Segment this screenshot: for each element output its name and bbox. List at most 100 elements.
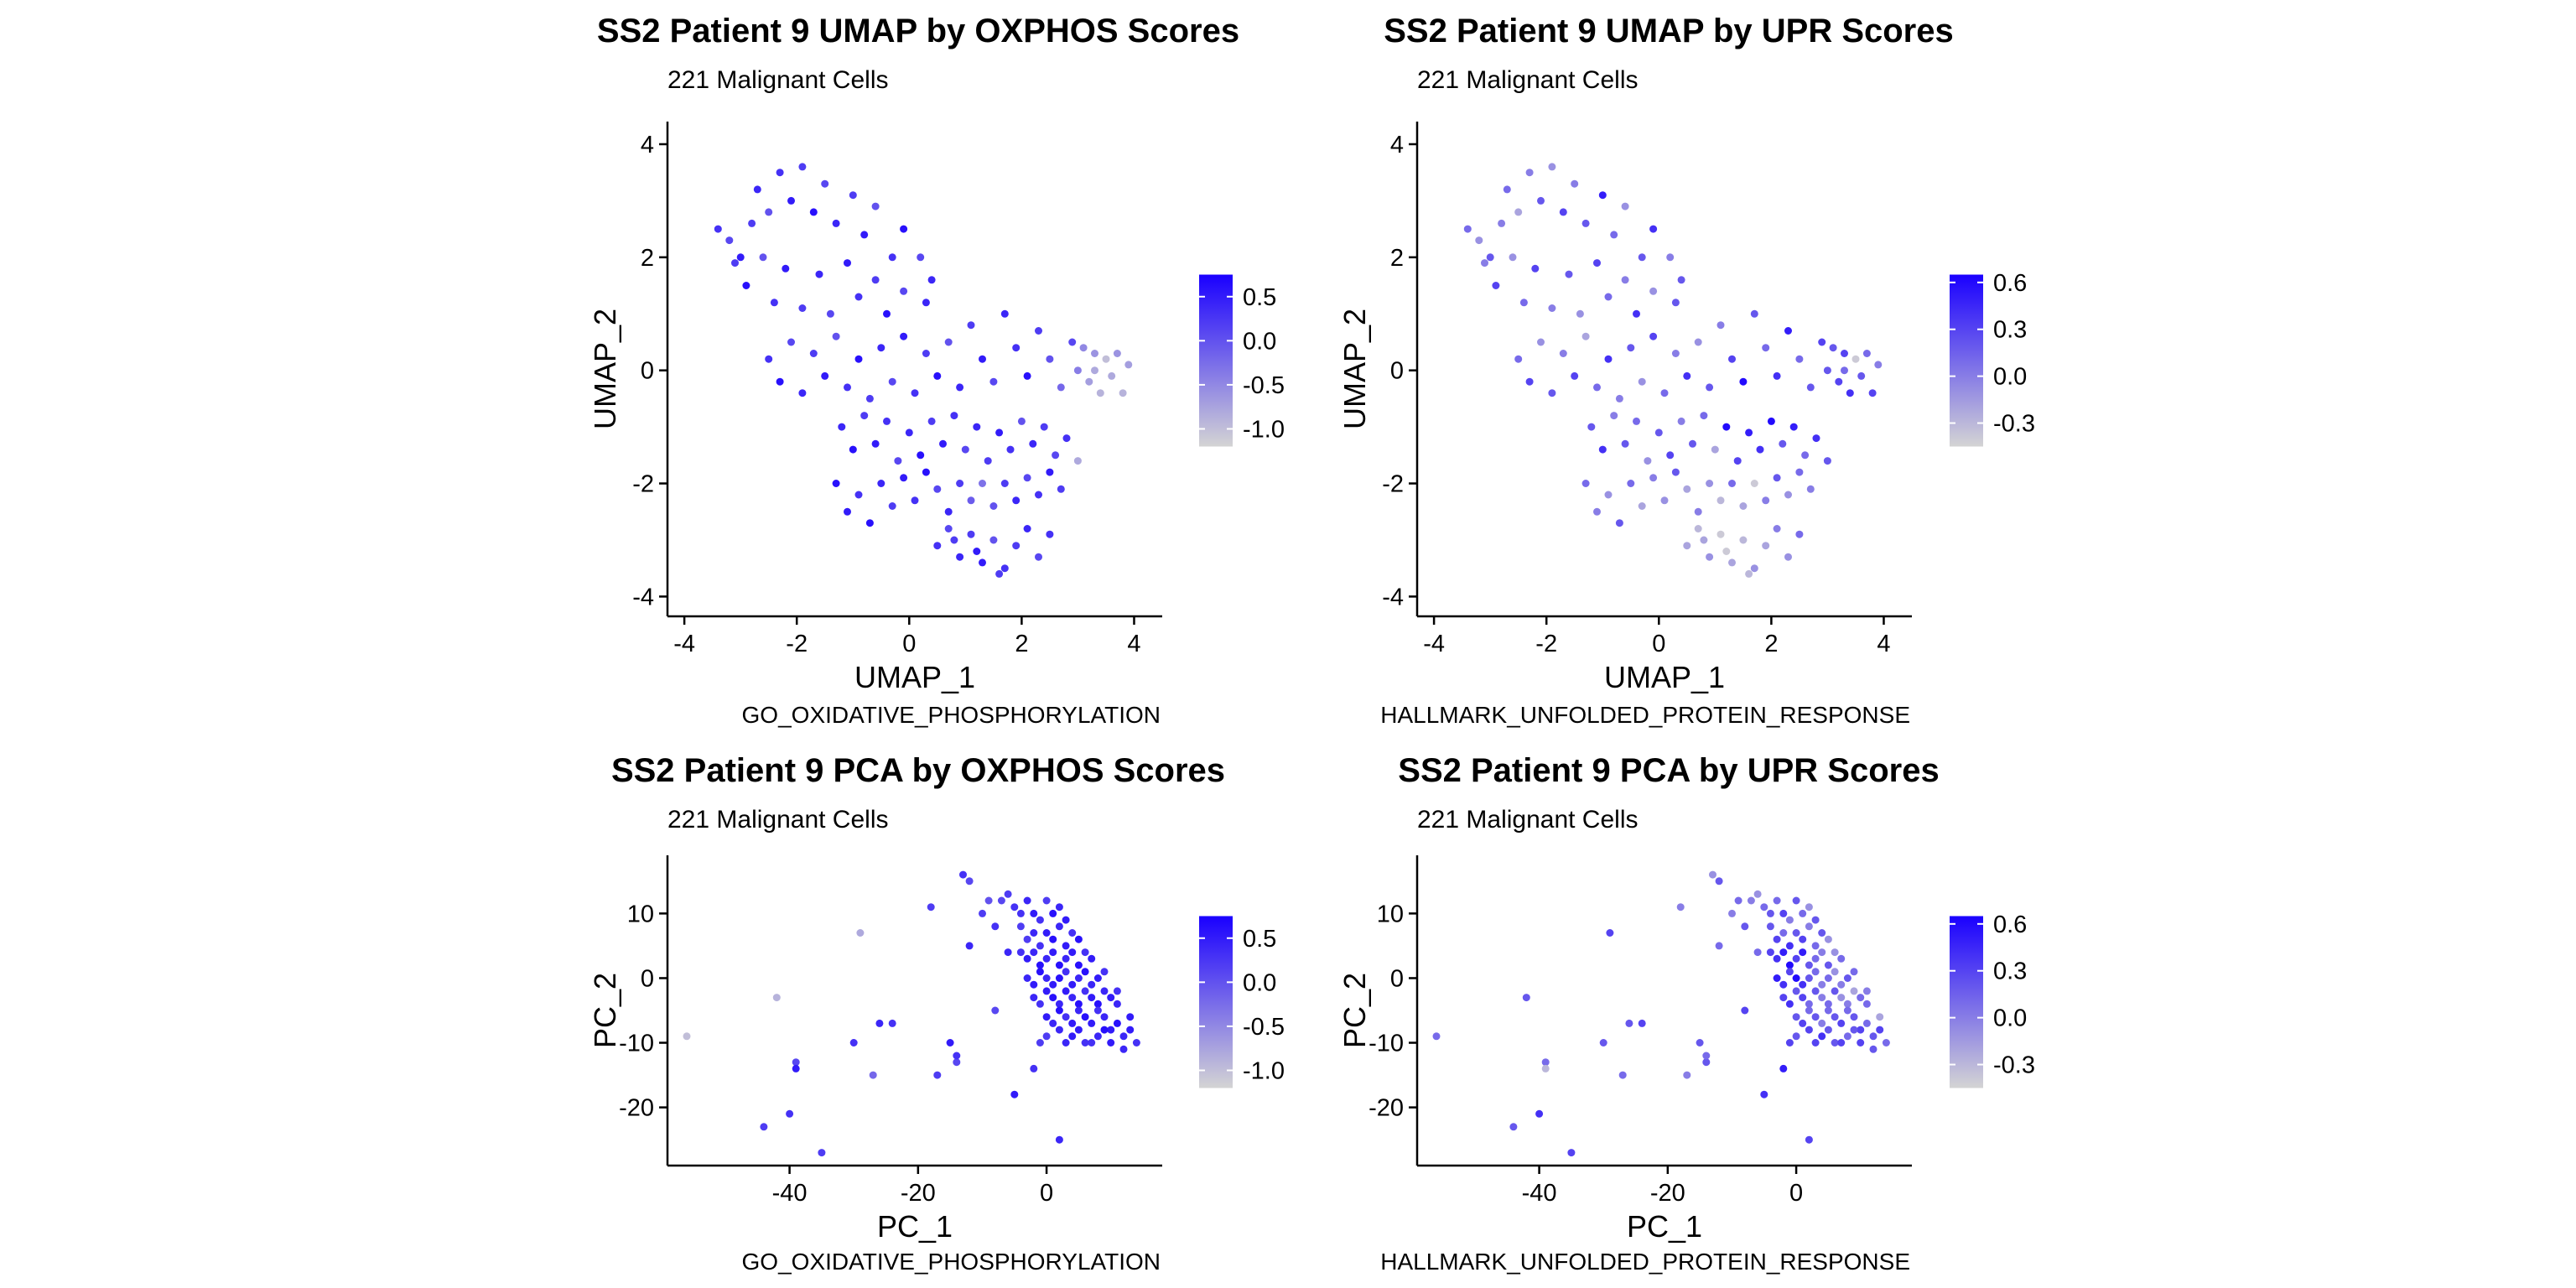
data-point xyxy=(1057,383,1065,392)
data-point xyxy=(1068,929,1077,937)
data-point xyxy=(838,423,846,431)
data-point xyxy=(1081,948,1089,957)
data-point xyxy=(1811,954,1820,963)
data-point xyxy=(1811,968,1820,976)
data-point xyxy=(1108,371,1116,380)
colorbar xyxy=(1950,916,1983,1088)
data-point xyxy=(1081,968,1089,976)
data-point xyxy=(1862,350,1871,357)
data-point xyxy=(1036,1000,1044,1008)
data-point xyxy=(944,338,953,346)
data-point xyxy=(1088,954,1096,963)
data-point xyxy=(933,542,942,550)
data-point xyxy=(1567,1149,1576,1157)
data-point xyxy=(1799,1019,1807,1027)
data-point xyxy=(989,502,998,510)
data-point xyxy=(1753,890,1762,898)
data-point xyxy=(1581,219,1590,227)
colorbar-label: -0.5 xyxy=(1243,1014,1285,1041)
data-point xyxy=(1779,948,1788,957)
y-tick-label: 10 xyxy=(1377,901,1404,927)
data-point xyxy=(1779,909,1788,917)
data-point xyxy=(1068,948,1077,957)
data-point xyxy=(1750,480,1758,487)
colorbar-label: -0.3 xyxy=(1993,411,2035,438)
data-point xyxy=(786,1109,794,1118)
data-point xyxy=(1818,1019,1826,1027)
scatter-points xyxy=(714,163,1133,578)
data-point xyxy=(1581,480,1590,487)
chart-caption: HALLMARK_UNFOLDED_PROTEIN_RESPONSE xyxy=(1380,1249,1910,1275)
data-point xyxy=(1055,974,1063,982)
data-point xyxy=(1801,451,1810,460)
data-point xyxy=(894,457,902,465)
data-point xyxy=(1627,480,1635,487)
data-point xyxy=(1093,1000,1102,1008)
data-point xyxy=(1843,1006,1852,1015)
data-point xyxy=(1531,264,1540,273)
data-point xyxy=(967,530,975,538)
data-point xyxy=(1068,1032,1077,1041)
data-point xyxy=(1818,338,1826,346)
data-point xyxy=(1760,903,1768,911)
data-point xyxy=(1091,366,1098,375)
data-point xyxy=(997,896,1005,905)
data-point xyxy=(1093,974,1102,982)
data-point xyxy=(953,1058,961,1067)
data-point xyxy=(933,485,942,493)
data-point xyxy=(1683,542,1691,550)
data-point xyxy=(1113,350,1121,357)
data-point xyxy=(1850,1026,1858,1034)
y-tick-label: -4 xyxy=(632,584,654,610)
data-point xyxy=(1835,377,1843,386)
data-point xyxy=(1610,231,1618,239)
data-point xyxy=(1615,394,1623,402)
data-point xyxy=(1666,451,1675,460)
data-point xyxy=(984,457,992,465)
y-tick-label: 2 xyxy=(1390,245,1404,272)
data-point xyxy=(984,896,993,905)
data-point xyxy=(1818,994,1826,1002)
data-point xyxy=(1012,496,1021,505)
data-point xyxy=(1068,994,1077,1002)
data-point xyxy=(946,1039,954,1046)
data-point xyxy=(1638,253,1646,262)
data-point xyxy=(917,253,925,262)
scatter-points xyxy=(1432,870,1890,1157)
data-point xyxy=(1829,344,1837,352)
data-point xyxy=(1102,355,1110,363)
data-point xyxy=(1541,1064,1550,1072)
colorbar-label: -1.0 xyxy=(1243,416,1285,443)
data-point xyxy=(787,338,795,346)
data-point xyxy=(1638,502,1646,510)
data-point xyxy=(798,304,807,312)
data-point xyxy=(1023,954,1031,963)
data-point xyxy=(1035,553,1042,561)
data-point xyxy=(1837,954,1846,963)
data-point xyxy=(1074,1026,1083,1034)
data-point xyxy=(1649,225,1658,233)
data-point xyxy=(1806,383,1815,392)
data-point xyxy=(1785,968,1794,976)
data-point xyxy=(1091,350,1098,357)
data-point xyxy=(1785,1039,1794,1046)
data-point xyxy=(979,480,986,487)
data-point xyxy=(991,1006,1000,1015)
data-point xyxy=(787,196,795,205)
data-point xyxy=(1722,423,1731,431)
scatter-points xyxy=(1463,163,1883,578)
data-point xyxy=(1837,994,1846,1002)
data-point xyxy=(1606,929,1614,937)
data-point xyxy=(1750,564,1758,573)
data-point xyxy=(782,264,790,273)
data-point xyxy=(1805,974,1813,982)
data-point xyxy=(1876,1013,1884,1021)
data-point xyxy=(1812,434,1820,443)
data-point xyxy=(1079,344,1088,352)
data-point xyxy=(1734,896,1742,905)
data-point xyxy=(967,321,975,330)
data-point xyxy=(1694,525,1702,532)
data-point xyxy=(1773,935,1781,943)
data-point xyxy=(1852,355,1860,363)
